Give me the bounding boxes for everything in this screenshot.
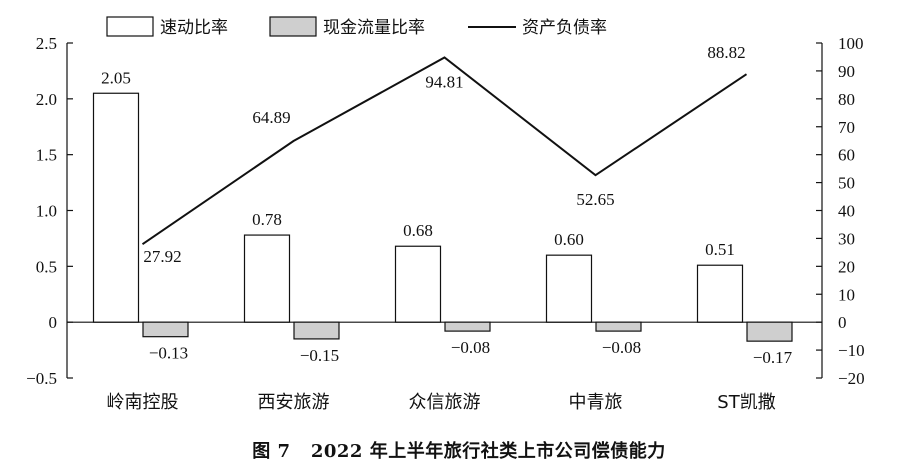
right-tick-label: 20 <box>838 257 855 276</box>
bar-cashflow-ratio <box>293 321 340 340</box>
right-tick-label: 40 <box>838 202 855 221</box>
category-label: ST凯撒 <box>717 392 775 413</box>
right-tick-label: 80 <box>838 90 855 109</box>
label-cashflow-ratio: −0.08 <box>451 338 490 357</box>
label-debt-ratio: 64.89 <box>252 108 290 127</box>
bar-quick-ratio <box>92 92 140 323</box>
label-cashflow-ratio: −0.13 <box>149 344 188 363</box>
category-label: 岭南控股 <box>107 392 179 413</box>
label-debt-ratio: 94.81 <box>425 72 463 91</box>
left-tick-label: 1.0 <box>36 202 57 221</box>
label-quick-ratio: 0.51 <box>705 240 735 259</box>
bar-cashflow-ratio <box>746 321 793 342</box>
label-quick-ratio: 0.60 <box>554 230 584 249</box>
right-tick-label: 100 <box>838 34 864 53</box>
left-tick-label: 0 <box>49 313 58 332</box>
right-tick-label: 70 <box>838 118 855 137</box>
category-label: 西安旅游 <box>258 392 330 413</box>
bar-quick-ratio <box>394 245 442 323</box>
legend-label-cashflow-ratio: 现金流量比率 <box>323 18 425 38</box>
category-label: 中青旅 <box>569 392 623 413</box>
figure-title: 2022 年上半年旅行社类上市公司偿债能力 <box>310 441 666 462</box>
label-quick-ratio: 0.68 <box>403 221 433 240</box>
bar-quick-ratio <box>545 254 593 323</box>
category-label: 众信旅游 <box>409 392 481 413</box>
label-quick-ratio: 0.78 <box>252 210 282 229</box>
label-cashflow-ratio: −0.08 <box>602 338 641 357</box>
label-debt-ratio: 27.92 <box>143 247 181 266</box>
bar-cashflow-ratio <box>142 321 189 338</box>
figure-caption: 图 7 2022 年上半年旅行社类上市公司偿债能力 <box>0 437 918 463</box>
figure-number: 图 7 <box>252 441 291 462</box>
label-cashflow-ratio: −0.15 <box>300 346 339 365</box>
left-tick-label: 2.0 <box>36 90 57 109</box>
right-tick-label: 30 <box>838 229 855 248</box>
label-cashflow-ratio: −0.17 <box>753 348 793 367</box>
right-tick-label: 90 <box>838 62 855 81</box>
label-quick-ratio: 2.05 <box>101 68 131 87</box>
right-tick-label: 10 <box>838 285 855 304</box>
left-tick-label: 2.5 <box>36 34 57 53</box>
legend-label-debt-ratio: 资产负债率 <box>522 18 607 38</box>
legend-swatch-quick-ratio <box>106 16 154 37</box>
label-debt-ratio: 52.65 <box>576 190 614 209</box>
chart: −0.5 0 0.5 1.0 1.5 2.0 2.5 −20 −10 0 10 20 30 40 50 60 7… <box>26 16 865 413</box>
right-tick-label: 0 <box>838 313 847 332</box>
left-tick-label: 1.5 <box>36 146 57 165</box>
left-tick-label: 0.5 <box>36 257 57 276</box>
right-tick-label: 50 <box>838 174 855 193</box>
right-tick-label: −20 <box>838 369 865 388</box>
legend-label-quick-ratio: 速动比率 <box>160 18 228 38</box>
bar-quick-ratio <box>696 264 744 323</box>
line-debt-ratio <box>141 56 748 246</box>
bar-cashflow-ratio <box>444 321 491 332</box>
legend-swatch-cashflow-ratio <box>269 16 317 37</box>
bar-cashflow-ratio <box>595 321 642 332</box>
bar-quick-ratio <box>243 234 291 323</box>
right-tick-label: −10 <box>838 341 865 360</box>
right-tick-label: 60 <box>838 146 855 165</box>
label-debt-ratio: 88.82 <box>707 43 745 62</box>
left-tick-label: −0.5 <box>26 369 57 388</box>
